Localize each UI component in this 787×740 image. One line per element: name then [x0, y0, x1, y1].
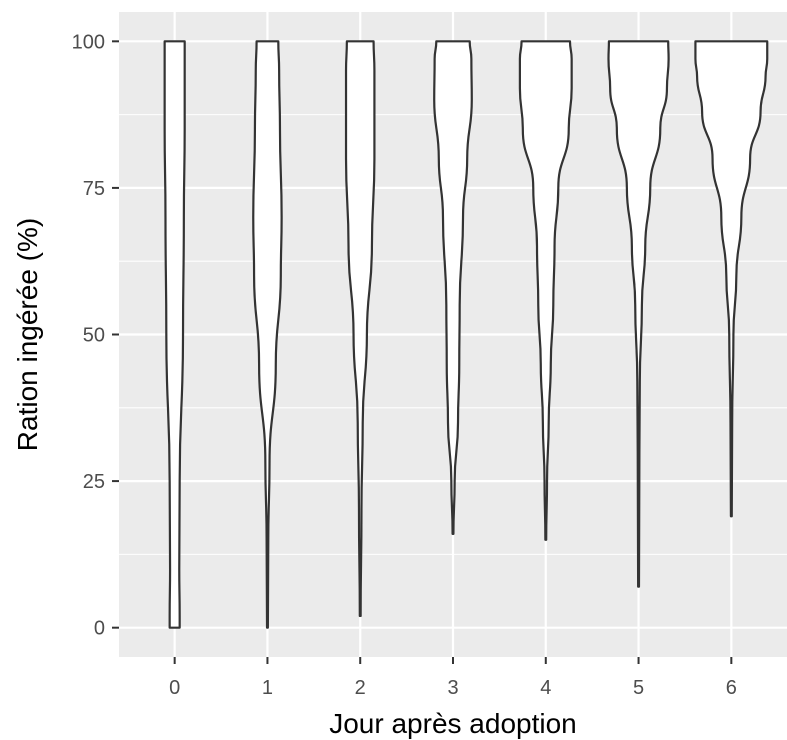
x-tick-label: 2	[355, 677, 366, 699]
x-tick-label: 0	[169, 677, 180, 699]
y-tick-label: 75	[83, 178, 105, 200]
violin-2	[344, 40, 376, 618]
violin-4	[518, 40, 573, 541]
x-tick-label: 1	[262, 677, 273, 699]
x-tick-label: 4	[540, 677, 551, 699]
x-tick-label: 3	[447, 677, 458, 699]
violin-3	[433, 40, 473, 535]
violin-0	[163, 40, 186, 629]
y-tick-label: 100	[72, 31, 105, 53]
y-tick-label: 25	[83, 471, 105, 493]
x-axis: 0 1 2 3 4 5 6	[169, 657, 737, 699]
y-tick-label: 50	[83, 325, 105, 347]
y-axis-title: Ration ingérée (%)	[12, 218, 43, 451]
x-tick-label: 6	[726, 677, 737, 699]
violin-1	[252, 40, 283, 629]
violins	[163, 40, 769, 629]
violin-6	[694, 40, 769, 518]
violin-5	[607, 40, 670, 588]
y-tick-label: 0	[94, 618, 105, 640]
x-tick-label: 5	[633, 677, 644, 699]
x-axis-title: Jour après adoption	[329, 708, 577, 739]
y-axis: 0 25 50 75 100	[72, 31, 119, 640]
